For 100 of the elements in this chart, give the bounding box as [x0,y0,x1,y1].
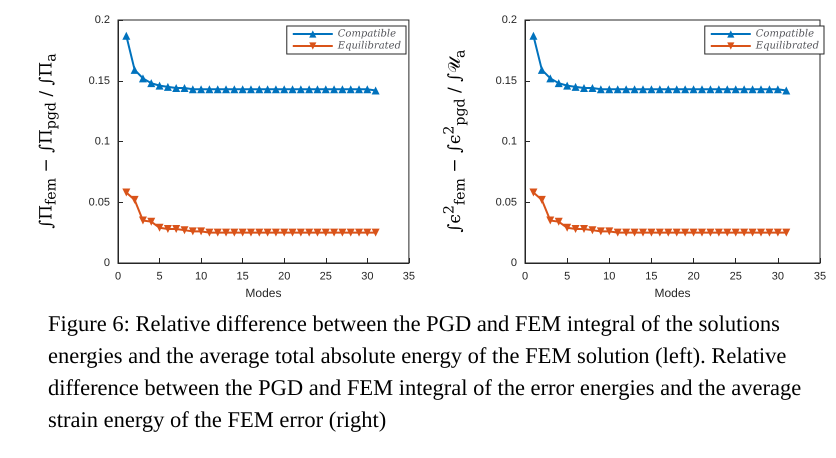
point [714,228,723,237]
y-tick-label: 0.1 [94,136,110,148]
point [205,85,214,94]
point [372,86,380,94]
x-tick-label: 30 [772,270,784,282]
x-tick-label: 15 [236,270,249,282]
point [272,85,280,94]
point [156,82,164,90]
point [757,228,765,237]
point [280,228,288,237]
y-tick-label: 0 [510,257,517,269]
point [264,228,272,237]
point [723,228,732,237]
y-tick-label: 0.15 [88,74,110,87]
point [622,85,630,94]
y-tick-label: 0.05 [496,196,517,208]
legend-label: Equilibrated [754,40,819,52]
legend-label: Compatible [338,28,396,40]
point [630,85,639,94]
point [214,85,222,94]
point [529,188,538,197]
x-tick-label: 25 [320,270,332,282]
point [172,84,180,92]
point [681,85,690,94]
point [656,228,664,237]
point [538,66,546,74]
point [280,85,288,94]
point [774,228,782,237]
point [288,85,297,94]
point [698,85,706,94]
point [765,85,774,94]
x-tick-label: 5 [156,270,163,282]
x-tick-label: 20 [687,270,700,282]
caption: Figure 6: Relative difference between the PGD and FEM integral of the solutions energies and the average total absolute energy of the FEM solution (left). Relative difference between the PGD and FEM integral of the error energies and the average strain energy of the FEM error (right) [48,310,802,434]
point [296,85,305,94]
x-axis-title: Modes [245,286,282,300]
point [214,228,222,237]
point [346,85,355,94]
point [605,85,614,94]
point [614,228,622,237]
point [588,226,596,234]
x-tick-label: 5 [564,270,570,282]
y-tick-label: 0.15 [496,74,517,87]
point [546,216,554,224]
y-tick-label: 0.2 [94,14,110,26]
point [363,228,372,237]
point [305,228,314,237]
x-tick-label: 10 [603,270,616,282]
point [774,85,782,94]
point [313,85,322,94]
point [372,228,380,237]
x-tick-label: 30 [361,270,374,282]
point [748,228,757,237]
point [238,228,247,237]
point [330,228,338,237]
y-tick-label: 0.05 [88,196,110,208]
point [330,85,338,94]
point [138,74,147,82]
point [205,228,214,237]
point [639,85,647,94]
x-tick-label: 35 [814,270,826,282]
x-tick-label: 20 [278,270,290,282]
point [197,85,206,94]
point [681,228,690,237]
point [690,85,698,94]
point [147,79,156,88]
point [222,228,230,237]
point [639,228,647,237]
point [614,85,622,94]
point [197,227,206,236]
point [554,218,563,226]
point [782,228,790,237]
point [596,85,605,94]
x-tick-label: 25 [730,270,742,282]
point [580,84,588,92]
point [740,228,748,237]
point [554,79,563,88]
point [355,85,364,94]
point [180,226,188,234]
point [732,228,740,237]
point [538,196,546,204]
point [572,82,580,91]
point [246,85,255,94]
point [305,85,314,94]
point [322,228,330,237]
point [748,85,757,94]
point [672,228,681,237]
point [255,85,264,94]
point [706,85,714,94]
point [664,228,672,237]
point [188,227,197,236]
x-tick-label: 0 [114,270,122,282]
y-tick-label: 0.2 [502,14,517,26]
point [238,85,247,94]
point [288,228,297,237]
point [572,224,580,233]
point [363,85,372,94]
x-tick-label: 15 [645,270,658,282]
point [664,85,672,94]
point [596,227,605,236]
